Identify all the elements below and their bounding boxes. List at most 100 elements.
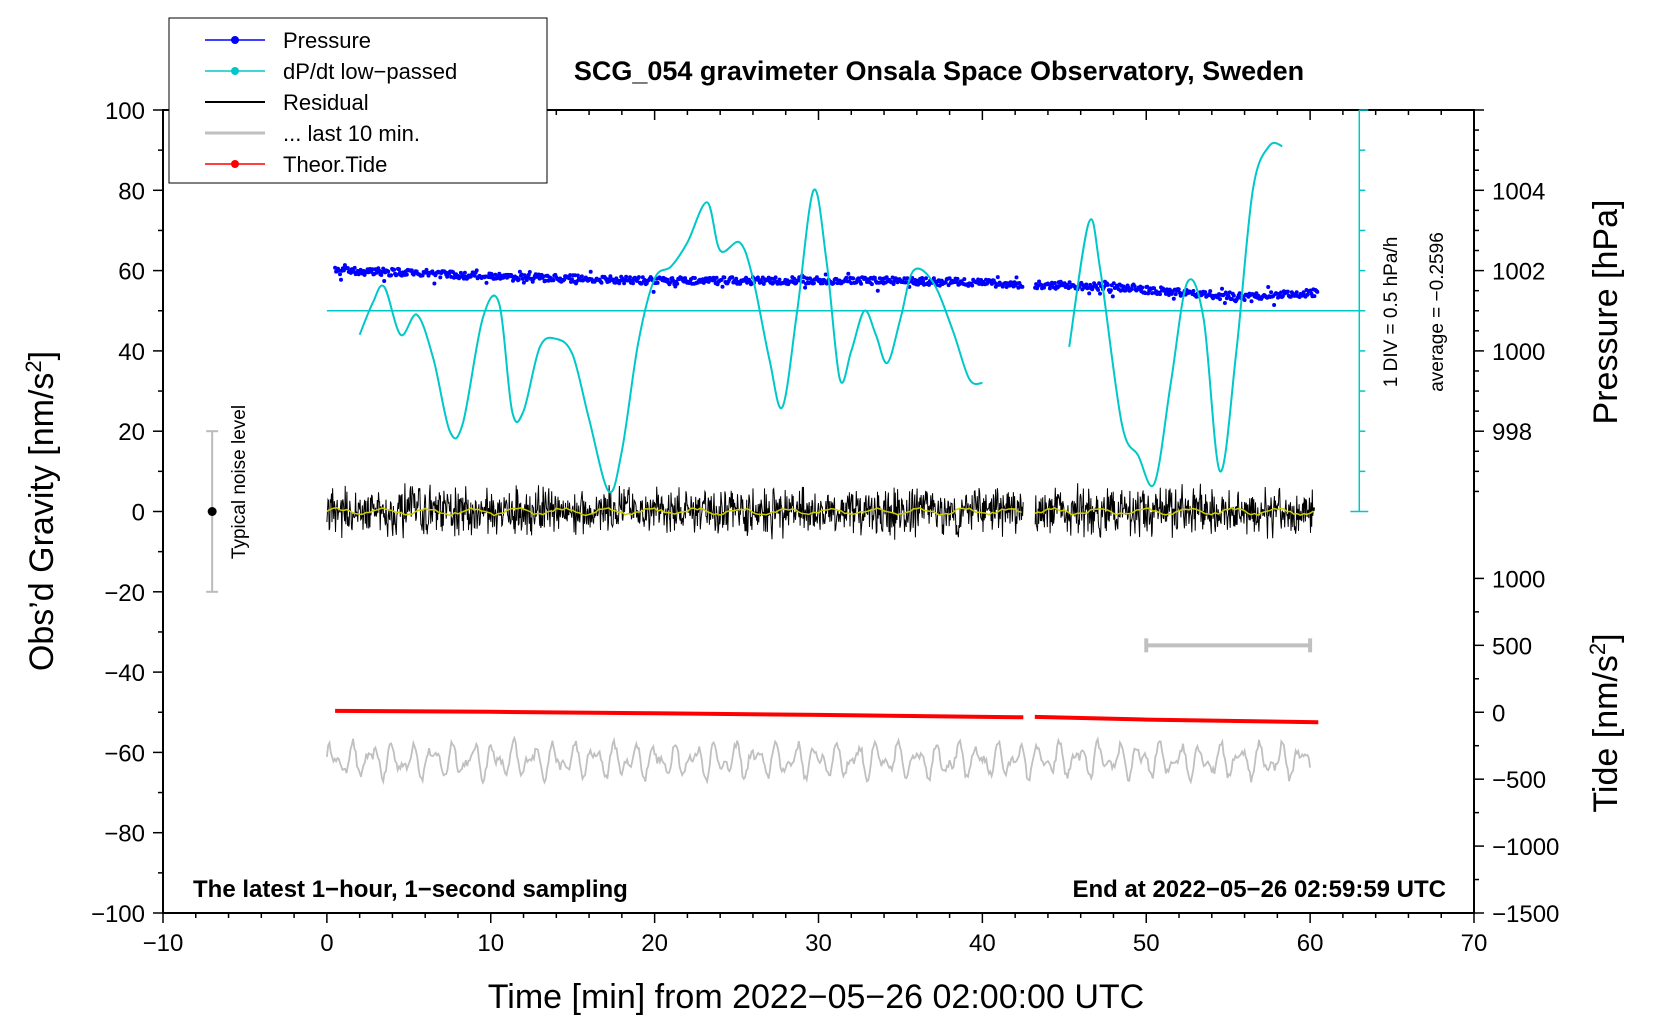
pressure-point — [608, 274, 613, 279]
pressure-point — [761, 281, 766, 286]
pressure-point — [921, 279, 926, 283]
x-tick-label: 30 — [805, 930, 832, 957]
series-dpdt-line-after-gap — [1068, 141, 1283, 488]
tide-tick-label: 1000 — [1492, 566, 1545, 593]
pressure-point — [655, 280, 660, 285]
pressure-point — [1272, 303, 1277, 307]
x-tick-label: 70 — [1461, 930, 1488, 957]
pressure-point — [905, 276, 910, 281]
ticks-layer: −10 0 10 20 30 40 50 60 70−100−80−60−40−20020406… — [91, 98, 1559, 957]
pressure-point — [1143, 291, 1148, 296]
pressure-point — [1110, 294, 1115, 299]
pressure-tick-label: 1004 — [1492, 178, 1545, 205]
y-left-tick-label: −80 — [104, 821, 145, 848]
pressure-point — [720, 284, 725, 289]
pressure-point — [1294, 290, 1299, 295]
pressure-point — [622, 281, 627, 286]
pressure-point — [377, 268, 382, 273]
pressure-point — [530, 279, 535, 284]
pressure-point — [1312, 294, 1317, 299]
pressure-point — [831, 281, 836, 285]
pressure-point — [1150, 291, 1155, 296]
pressure-point — [822, 278, 827, 283]
pressure-point — [337, 268, 341, 273]
noise-level-label: Typical noise level — [229, 405, 250, 559]
pressure-point — [891, 282, 896, 286]
pressure-point — [382, 279, 387, 283]
legend-box — [168, 17, 548, 184]
pressure-point — [857, 276, 862, 281]
pressure-point — [484, 280, 489, 285]
pressure-point — [995, 275, 1000, 280]
pressure-point — [339, 277, 343, 282]
pressure-point — [943, 280, 948, 285]
pressure-point — [386, 269, 391, 274]
pressure-point — [1164, 287, 1169, 292]
legend-item-last10: ... last 10 min. — [205, 121, 420, 146]
y-left-tick-label: −60 — [104, 740, 145, 767]
legend-marker-tide — [231, 160, 239, 168]
pressure-point — [599, 280, 604, 285]
pressure-point — [568, 273, 573, 278]
pressure-point — [1111, 281, 1116, 286]
pressure-point — [438, 275, 443, 280]
tide-tick-label: −500 — [1492, 767, 1546, 794]
pressure-point — [1007, 283, 1012, 288]
pressure-point — [395, 272, 399, 277]
pressure-point — [1171, 296, 1176, 301]
y-left-tick-label: 20 — [118, 419, 145, 446]
x-tick-label: 10 — [477, 930, 504, 957]
y-left-tick-label: 80 — [118, 178, 145, 205]
pressure-point — [1203, 290, 1208, 295]
y-left-tick-label: −40 — [104, 660, 145, 687]
pressure-point — [1052, 281, 1057, 285]
pressure-point — [1020, 284, 1025, 289]
tide-tick-label: 0 — [1492, 700, 1505, 727]
pressure-point — [1218, 297, 1222, 302]
pressure-point — [1105, 282, 1110, 287]
y-left-tick-label: 40 — [118, 339, 145, 366]
pressure-point — [1108, 288, 1113, 293]
sampling-note: The latest 1−hour, 1−second sampling — [193, 876, 628, 903]
tide-tick-label: 500 — [1492, 633, 1532, 660]
pressure-point — [1086, 285, 1091, 290]
pressure-point — [1058, 279, 1063, 284]
pressure-point — [521, 280, 526, 285]
pressure-point — [869, 282, 874, 287]
pressure-point — [1146, 291, 1151, 296]
pressure-point — [811, 281, 816, 286]
pressure-point — [924, 276, 928, 281]
legend-item-dpdt: dP/dt low−passed — [205, 59, 457, 84]
pressure-point — [875, 288, 880, 293]
x-tick-label: 20 — [641, 930, 668, 957]
x-tick-label: 50 — [1133, 930, 1160, 957]
pressure-point — [675, 281, 680, 286]
pressure-point — [1098, 291, 1102, 296]
legend-label-last10: ... last 10 min. — [283, 121, 420, 146]
pressure-point — [397, 267, 401, 272]
pressure-point — [573, 273, 577, 278]
dpdt-scale-label: 1 DIV = 0.5 hPa/h — [1381, 237, 1402, 388]
x-tick-label: 0 — [320, 930, 333, 957]
pressure-point — [1096, 287, 1101, 292]
pressure-point — [1087, 291, 1092, 296]
pressure-point — [1231, 293, 1236, 298]
y-left-tick-label: 60 — [118, 259, 145, 286]
pressure-point — [977, 281, 982, 286]
dpdt-average-label: average = −0.2596 — [1427, 232, 1448, 392]
pressure-point — [777, 277, 782, 282]
pressure-point — [916, 282, 921, 287]
pressure-point — [546, 278, 551, 283]
pressure-point — [409, 268, 414, 273]
pressure-point — [366, 270, 371, 275]
legend-label-residual: Residual — [283, 90, 369, 115]
legend-item-tide: Theor.Tide — [205, 152, 387, 177]
pressure-point — [1220, 286, 1224, 291]
pressure-point — [527, 270, 532, 274]
pressure-point — [392, 267, 397, 272]
pressure-point — [903, 280, 908, 285]
tide-tick-label: −1000 — [1492, 834, 1559, 861]
pressure-tick-label: 1000 — [1492, 339, 1545, 366]
pressure-point — [801, 279, 806, 284]
pressure-point — [744, 275, 749, 280]
